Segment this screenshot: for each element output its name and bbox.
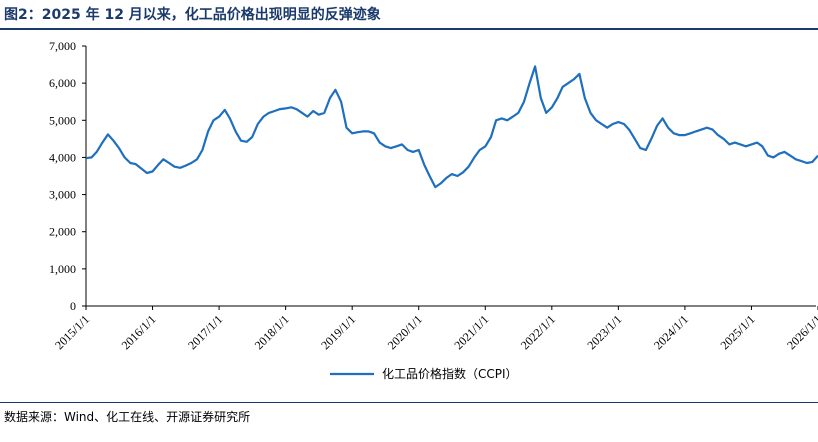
x-tick-label: 2023/1/1: [584, 312, 624, 352]
chart-title: 图2：2025 年 12 月以来，化工品价格出现明显的反弹迹象: [4, 7, 381, 23]
y-tick-label: 6,000: [49, 76, 76, 90]
series-line-ccpi: [85, 65, 818, 189]
x-tick-label: 2017/1/1: [185, 312, 225, 352]
x-tick-label: 2018/1/1: [252, 312, 292, 352]
chart-legend: 化工品价格指数（CCPI）: [330, 366, 518, 381]
x-tick-label: 2016/1/1: [119, 312, 159, 352]
legend-label: 化工品价格指数（CCPI）: [382, 366, 518, 381]
line-chart: 0 1,000 2,000 3,000 4,000 5,000 6,000 7,000 201…: [49, 39, 818, 381]
x-tick-label: 2025/1/1: [718, 312, 758, 352]
y-tick-label: 7,000: [49, 39, 76, 53]
y-tick-label: 5,000: [49, 113, 76, 127]
chart-axes: [85, 46, 816, 307]
x-tick-label: 2024/1/1: [651, 312, 691, 352]
series-group: [85, 65, 818, 189]
y-tick-label: 0: [70, 299, 76, 313]
y-tick-label: 4,000: [49, 150, 76, 164]
x-tick-label: 2019/1/1: [318, 312, 358, 352]
title-divider: [0, 28, 818, 30]
data-source-note: 数据来源：Wind、化工在线、开源证券研究所: [4, 410, 251, 424]
y-axis-ticks: 0 1,000 2,000 3,000 4,000 5,000 6,000 7,000: [49, 39, 86, 313]
x-tick-label: 2020/1/1: [385, 312, 425, 352]
y-tick-label: 2,000: [49, 225, 76, 239]
x-axis-ticks: 2015/1/1 2016/1/1 2017/1/1 2018/1/1 2019/1/1…: [52, 306, 818, 352]
x-tick-label: 2026/1/1: [784, 312, 818, 352]
x-tick-label: 2022/1/1: [518, 312, 558, 352]
footer-divider: [0, 402, 818, 403]
x-tick-label: 2015/1/1: [52, 312, 92, 352]
y-tick-label: 1,000: [49, 262, 76, 276]
y-tick-label: 3,000: [49, 188, 76, 202]
x-tick-label: 2021/1/1: [451, 312, 491, 352]
